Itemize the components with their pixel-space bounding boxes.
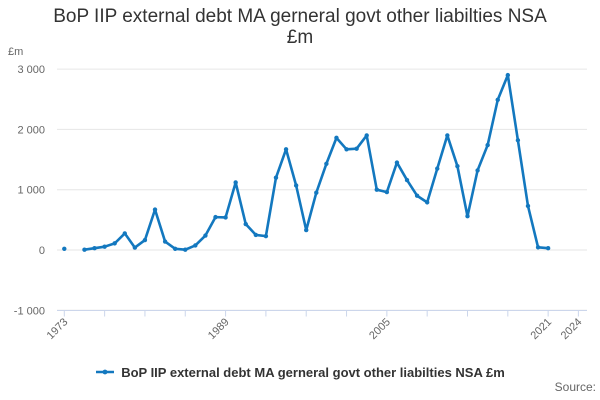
data-point-marker[interactable]	[152, 207, 158, 212]
legend-item[interactable]: BoP IIP external debt MA gerneral govt o…	[0, 362, 600, 382]
data-point-marker[interactable]	[112, 241, 117, 246]
data-point-marker[interactable]	[203, 233, 208, 238]
y-axis-tick-label: -1 000	[14, 305, 45, 317]
chart-title-line2: £m	[286, 27, 314, 48]
data-point-marker[interactable]	[223, 215, 228, 220]
data-point-marker[interactable]	[122, 231, 127, 236]
data-point-marker[interactable]	[62, 246, 67, 251]
data-point-marker[interactable]	[394, 160, 400, 165]
x-axis-tick-label: 2021	[528, 316, 554, 342]
data-point-marker[interactable]	[414, 193, 420, 198]
data-point-marker[interactable]	[324, 161, 329, 166]
y-axis-tick-label: 0	[39, 245, 45, 257]
data-point-marker[interactable]	[525, 203, 531, 209]
data-point-marker[interactable]	[193, 243, 198, 248]
y-axis-tick-label: 1 000	[17, 185, 45, 197]
data-point-marker[interactable]	[424, 200, 430, 205]
data-point-marker[interactable]	[314, 190, 319, 195]
line-chart-plot: -1 000 0 1 000 2 000 3 000 1973 1989 2005 2021 20…	[14, 64, 587, 342]
data-point-marker[interactable]	[445, 133, 450, 138]
data-point-marker[interactable]	[475, 168, 480, 173]
data-point-marker[interactable]	[82, 247, 87, 252]
data-point-marker[interactable]	[364, 133, 369, 138]
data-point-marker[interactable]	[304, 227, 309, 233]
data-point-marker[interactable]	[172, 246, 178, 251]
data-point-marker[interactable]	[404, 177, 410, 183]
legend-label: BoP IIP external debt MA gerneral govt o…	[121, 364, 505, 380]
x-axis-tick-label: 1989	[206, 316, 232, 342]
data-point-marker[interactable]	[535, 245, 541, 250]
data-point-marker[interactable]	[495, 97, 500, 103]
data-point-marker[interactable]	[253, 232, 259, 238]
data-point-marker[interactable]	[132, 245, 138, 250]
data-point-marker[interactable]	[92, 245, 97, 251]
data-point-marker[interactable]	[465, 214, 470, 219]
data-point-marker[interactable]	[273, 175, 279, 180]
chart-title: BoP IIP external debt MA gerneral govt o…	[0, 6, 600, 48]
data-point-marker[interactable]	[183, 247, 188, 252]
data-point-marker[interactable]	[354, 146, 359, 151]
legend-series-icon	[96, 369, 115, 375]
data-point-marker[interactable]	[485, 142, 490, 148]
y-axis-title: £m	[8, 46, 24, 58]
data-point-marker[interactable]	[515, 138, 521, 143]
data-point-marker[interactable]	[293, 183, 299, 188]
data-point-marker[interactable]	[162, 239, 168, 244]
y-axis-tick-label: 2 000	[17, 124, 45, 136]
data-point-marker[interactable]	[142, 237, 148, 243]
source-note: Source:	[554, 380, 596, 394]
data-point-marker[interactable]	[455, 163, 460, 169]
x-axis-tick-label: 1973	[45, 316, 71, 342]
legend-marker-icon	[102, 369, 108, 375]
data-point-marker[interactable]	[435, 166, 440, 171]
data-point-marker[interactable]	[102, 244, 107, 249]
x-axis-tick-label: 2024	[559, 316, 585, 342]
y-axis-tick-label: 3 000	[17, 64, 45, 76]
data-point-marker[interactable]	[334, 135, 339, 141]
data-point-marker[interactable]	[283, 147, 289, 152]
series-line	[83, 73, 550, 251]
data-point-marker[interactable]	[384, 189, 390, 195]
data-point-marker[interactable]	[505, 72, 511, 78]
chart-title-line1: BoP IIP external debt MA gerneral govt o…	[53, 6, 547, 27]
data-point-marker[interactable]	[263, 233, 269, 239]
data-point-marker[interactable]	[213, 214, 218, 220]
data-point-marker[interactable]	[233, 180, 238, 185]
data-point-marker[interactable]	[243, 221, 248, 227]
data-point-marker[interactable]	[545, 245, 551, 251]
data-point-marker[interactable]	[374, 187, 379, 192]
x-axis-tick-label: 2005	[367, 316, 393, 342]
data-point-marker[interactable]	[344, 147, 349, 152]
